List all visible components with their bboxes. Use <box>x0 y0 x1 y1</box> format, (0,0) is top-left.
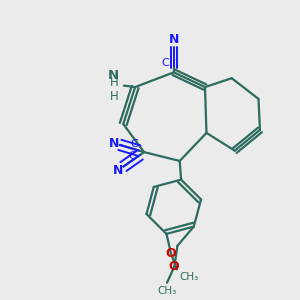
Text: H: H <box>110 76 119 89</box>
Text: C: C <box>128 151 136 161</box>
Text: N: N <box>108 69 119 82</box>
Text: O: O <box>169 260 179 273</box>
Text: O: O <box>166 247 176 260</box>
Text: C: C <box>162 58 169 68</box>
Text: N: N <box>109 137 119 150</box>
Text: N: N <box>169 33 179 46</box>
Text: CH₃: CH₃ <box>179 272 199 282</box>
Text: H: H <box>110 90 119 103</box>
Text: C: C <box>130 139 138 149</box>
Text: CH₃: CH₃ <box>158 286 177 296</box>
Text: N: N <box>112 164 123 177</box>
